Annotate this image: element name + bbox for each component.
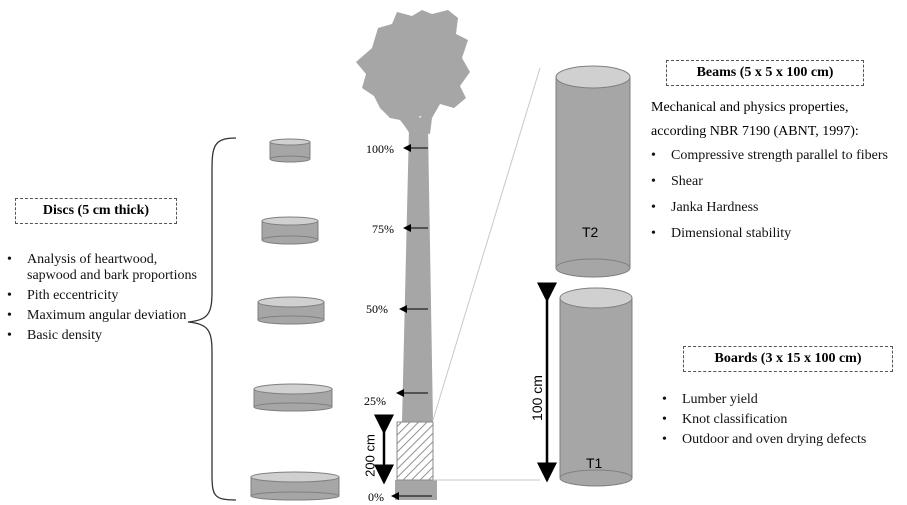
- board-section-hatch: [396, 421, 434, 481]
- list-item: Lumber yield: [660, 392, 890, 408]
- discs-property-list: Analysis of heartwood, sapwood and bark …: [5, 252, 210, 348]
- board-cylinder-t1: [559, 287, 633, 487]
- list-item: Compressive strength parallel to fibers: [649, 148, 899, 164]
- beams-intro-line2: according NBR 7190 (ABNT, 1997):: [651, 124, 859, 139]
- disc-0: [250, 471, 340, 501]
- list-item: Janka Hardness: [649, 200, 899, 216]
- height-label-25: 25%: [364, 394, 386, 408]
- boards-property-list: Lumber yield Knot classification Outdoor…: [660, 392, 890, 452]
- board-length-label: 100 cm: [529, 375, 545, 421]
- height-label-50: 50%: [366, 302, 388, 316]
- tree-crown: [356, 10, 470, 130]
- beams-intro-line1: Mechanical and physics properties,: [651, 100, 849, 115]
- height-label-100: 100%: [366, 142, 394, 156]
- list-item: Analysis of heartwood, sapwood and bark …: [5, 252, 210, 284]
- height-label-75: 75%: [372, 222, 394, 236]
- trunk-base: [395, 480, 437, 500]
- list-item: Basic density: [5, 328, 210, 344]
- beam-cylinder-t2: [555, 65, 631, 278]
- height-label-0: 0%: [368, 490, 384, 504]
- list-item: Pith eccentricity: [5, 288, 210, 304]
- list-item: Outdoor and oven drying defects: [660, 432, 890, 448]
- boards-title: Boards (3 x 15 x 100 cm): [683, 346, 893, 372]
- disc-75: [261, 216, 319, 245]
- list-item: Knot classification: [660, 412, 890, 428]
- zoom-guide-top: [432, 67, 541, 421]
- board-section-length-label: 200 cm: [362, 434, 378, 477]
- tree-trunk: [402, 128, 433, 422]
- list-item: Dimensional stability: [649, 226, 899, 242]
- board-sample-label: T1: [586, 455, 603, 471]
- beam-sample-label: T2: [582, 224, 599, 240]
- beams-title: Beams (5 x 5 x 100 cm): [666, 60, 864, 86]
- disc-100: [269, 138, 311, 163]
- list-item: Shear: [649, 174, 899, 190]
- disc-50: [257, 296, 325, 325]
- list-item: Maximum angular deviation: [5, 308, 210, 324]
- beams-property-list: Compressive strength parallel to fibers …: [649, 148, 899, 252]
- discs-title: Discs (5 cm thick): [15, 198, 177, 224]
- disc-25: [253, 383, 333, 412]
